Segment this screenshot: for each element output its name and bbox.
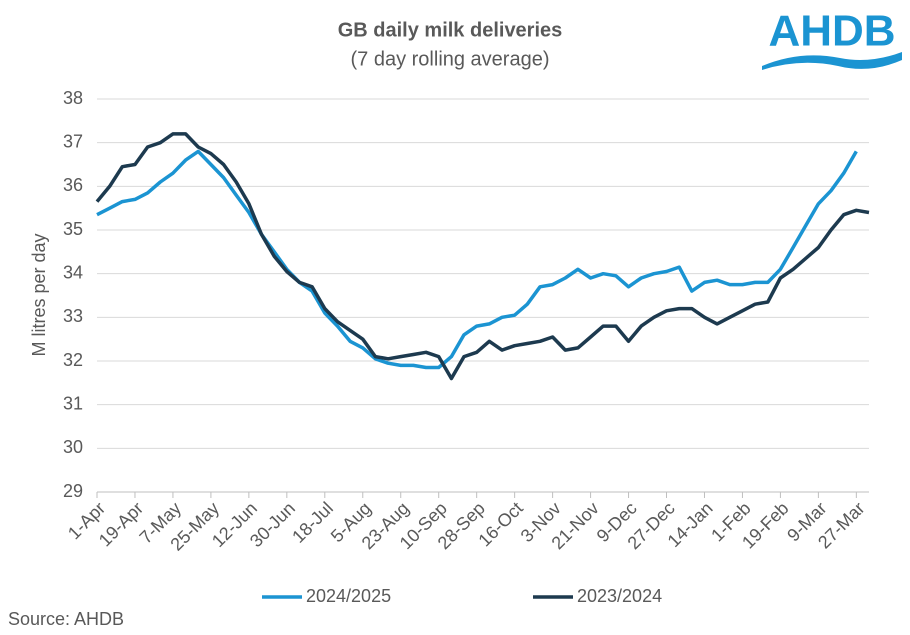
y-tick-label: 31 (63, 393, 83, 413)
y-tick-label: 36 (63, 175, 83, 195)
y-tick-label: 38 (63, 88, 83, 108)
chart-subtitle: (7 day rolling average) (351, 48, 550, 70)
logo-swoosh (762, 52, 902, 70)
y-tick-label: 30 (63, 437, 83, 457)
y-tick-label: 29 (63, 481, 83, 501)
chart-title: GB daily milk deliveries (338, 19, 563, 41)
y-tick-label: 34 (63, 262, 83, 282)
series-line (96, 149, 858, 370)
y-tick-label: 32 (63, 350, 83, 370)
source-note: Source: AHDB (8, 609, 124, 629)
y-tick-label: 33 (63, 306, 83, 326)
legend-label: 2024/2025 (306, 586, 391, 606)
y-tick-label: 37 (63, 131, 83, 151)
x-tick-label: 18-Jul (288, 498, 337, 547)
logo-text: AHDB (768, 7, 895, 56)
y-tick-label: 35 (63, 219, 83, 239)
logo: AHDB (762, 7, 902, 70)
y-axis-label: M litres per day (29, 233, 49, 356)
series-line (95, 132, 870, 381)
legend-label: 2023/2024 (577, 586, 662, 606)
